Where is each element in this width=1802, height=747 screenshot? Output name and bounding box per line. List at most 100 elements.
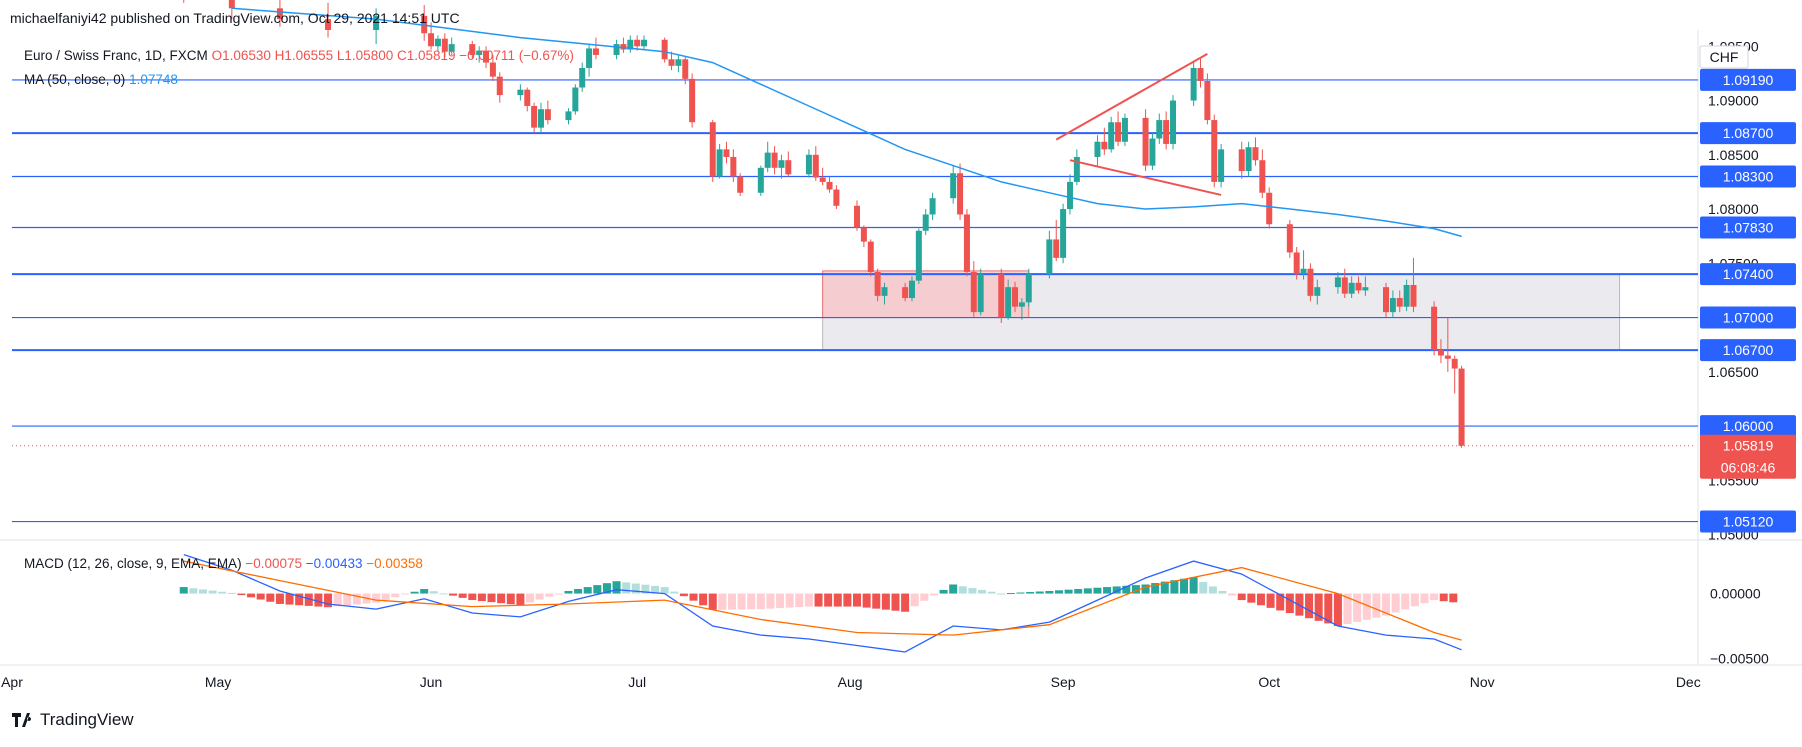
macd-histogram-bar: [343, 593, 352, 606]
macd-histogram-bar: [266, 593, 275, 602]
macd-line: [183, 553, 1462, 653]
candle-body: [428, 33, 435, 47]
candle-body: [950, 173, 957, 199]
macd-histogram-bar: [670, 591, 679, 594]
macd-histogram-bar: [804, 593, 813, 607]
candle-body: [1012, 287, 1019, 307]
macd-histogram-bar: [660, 587, 669, 594]
candle-body: [1286, 224, 1293, 253]
macd-histogram-bar: [1103, 587, 1112, 594]
macd-histogram-bar: [583, 587, 592, 594]
candle-body: [778, 160, 785, 168]
candle-body: [1300, 268, 1307, 275]
macd-histogram-bar: [516, 593, 525, 606]
macd-histogram-bar: [1333, 593, 1342, 627]
macd-histogram-bar: [410, 591, 419, 594]
candle-body: [476, 50, 483, 55]
macd-histogram-bar: [689, 593, 698, 601]
candle-body: [1018, 302, 1025, 307]
candle-body: [1060, 209, 1067, 258]
candle-body: [1046, 239, 1053, 275]
macd-histogram-bar: [1093, 587, 1102, 594]
macd-histogram-bar: [679, 593, 688, 597]
tradingview-logo-icon: [12, 713, 32, 727]
time-tick-label: Nov: [1470, 674, 1495, 690]
level-price-tag: [1700, 415, 1796, 438]
currency-tag: [1699, 45, 1749, 69]
candle-body: [1101, 141, 1108, 150]
consolidation-box: [822, 270, 1030, 319]
macd-histogram-bar: [1439, 593, 1448, 602]
macd-histogram-bar: [324, 593, 333, 608]
macd-histogram-bar: [1208, 586, 1217, 594]
price-tick-label: 1.08000: [1708, 201, 1759, 217]
time-tick-label: Dec: [1676, 674, 1701, 690]
candle-body: [1149, 138, 1156, 166]
candle-body: [860, 227, 867, 242]
macd-histogram-bar: [939, 589, 948, 594]
candle-body: [1355, 282, 1362, 291]
candle-body: [1053, 239, 1060, 258]
candle-body: [1396, 298, 1403, 307]
macd-histogram-bar: [295, 593, 304, 606]
macd-histogram-bar: [1401, 593, 1410, 610]
candle-body: [1334, 277, 1341, 288]
macd-histogram-bar: [747, 593, 756, 610]
macd-histogram-bar: [352, 593, 361, 605]
candle-body: [1197, 67, 1204, 81]
macd-histogram-bar: [1054, 590, 1063, 594]
macd-histogram-bar: [881, 593, 890, 610]
macd-histogram-bar: [439, 593, 448, 595]
candle-body: [1163, 120, 1170, 144]
macd-histogram-bar: [1372, 593, 1381, 618]
candle-body: [867, 241, 874, 272]
macd-histogram-bar: [372, 593, 381, 603]
candle-body: [682, 59, 689, 79]
macd-histogram-bar: [1237, 593, 1246, 601]
macd-histogram-bar: [766, 593, 775, 609]
candle-body: [668, 59, 675, 66]
candle-body: [819, 177, 826, 182]
candle-body: [276, 8, 283, 20]
macd-histogram-bar: [449, 593, 458, 596]
macd-histogram-bar: [1362, 593, 1371, 620]
macd-histogram-bar: [1430, 593, 1439, 601]
candle-body: [764, 152, 771, 168]
level-price-label: 1.07400: [1723, 266, 1774, 282]
ma50-line: [231, 7, 1462, 238]
macd-histogram-bar: [227, 592, 236, 594]
candle-body: [544, 109, 551, 121]
macd-label: MACD (12, 26, close, 9, EMA, EMA): [24, 556, 242, 571]
time-tick-label: Jul: [628, 674, 646, 690]
macd-histogram-bar: [564, 590, 573, 594]
macd-histogram-bar: [535, 593, 544, 600]
macd-histogram-bar: [218, 591, 227, 594]
macd-histogram-bar: [612, 581, 621, 594]
ma-value: 1.07748: [129, 72, 178, 87]
macd-histogram-bar: [1122, 585, 1131, 594]
level-price-label: 1.06700: [1723, 342, 1774, 358]
candle-body: [641, 39, 648, 47]
candle-body: [1410, 285, 1417, 307]
candle-body: [970, 271, 977, 313]
candle-body: [1437, 350, 1444, 356]
level-price-label: 1.06000: [1723, 418, 1774, 434]
macd-histogram-bar: [1247, 593, 1256, 603]
tradingview-logo[interactable]: TradingView: [12, 710, 134, 730]
macd-histogram-bar: [237, 593, 246, 596]
candle-body: [785, 160, 792, 175]
macd-histogram-bar: [1276, 593, 1285, 611]
level-price-tag: [1700, 306, 1796, 329]
candle-body: [723, 149, 730, 157]
candle-body: [1204, 81, 1211, 121]
macd-histogram-bar: [776, 593, 785, 609]
macd-histogram-bar: [1391, 593, 1400, 613]
macd-legend: MACD (12, 26, close, 9, EMA, EMA) −0.000…: [24, 556, 423, 571]
macd-histogram-bar: [622, 582, 631, 594]
macd-histogram-bar: [429, 591, 438, 594]
macd-histogram-bar: [929, 593, 938, 596]
macd-histogram-bar: [285, 593, 294, 605]
candle-body: [1458, 368, 1465, 446]
macd-histogram-bar: [1410, 593, 1419, 607]
